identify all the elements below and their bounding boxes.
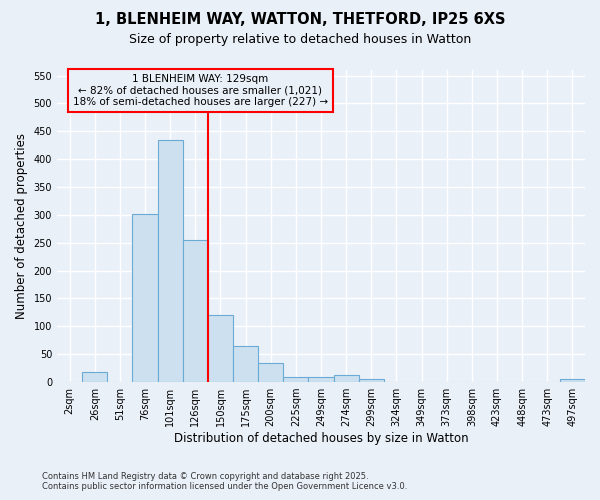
- Bar: [308, 376, 334, 382]
- Bar: [183, 240, 208, 382]
- Y-axis label: Number of detached properties: Number of detached properties: [15, 133, 28, 319]
- Text: Contains public sector information licensed under the Open Government Licence v3: Contains public sector information licen…: [42, 482, 407, 491]
- Bar: [359, 380, 384, 382]
- Bar: [283, 376, 308, 382]
- Bar: [334, 376, 359, 382]
- Text: 1 BLENHEIM WAY: 129sqm
← 82% of detached houses are smaller (1,021)
18% of semi-: 1 BLENHEIM WAY: 129sqm ← 82% of detached…: [73, 74, 328, 107]
- Text: Size of property relative to detached houses in Watton: Size of property relative to detached ho…: [129, 32, 471, 46]
- Bar: [158, 140, 183, 382]
- Bar: [133, 214, 158, 382]
- Bar: [560, 380, 585, 382]
- Bar: [208, 315, 233, 382]
- Bar: [233, 346, 258, 382]
- Bar: [258, 362, 283, 382]
- Text: Contains HM Land Registry data © Crown copyright and database right 2025.: Contains HM Land Registry data © Crown c…: [42, 472, 368, 481]
- X-axis label: Distribution of detached houses by size in Watton: Distribution of detached houses by size …: [174, 432, 469, 445]
- Bar: [82, 372, 107, 382]
- Text: 1, BLENHEIM WAY, WATTON, THETFORD, IP25 6XS: 1, BLENHEIM WAY, WATTON, THETFORD, IP25 …: [95, 12, 505, 28]
